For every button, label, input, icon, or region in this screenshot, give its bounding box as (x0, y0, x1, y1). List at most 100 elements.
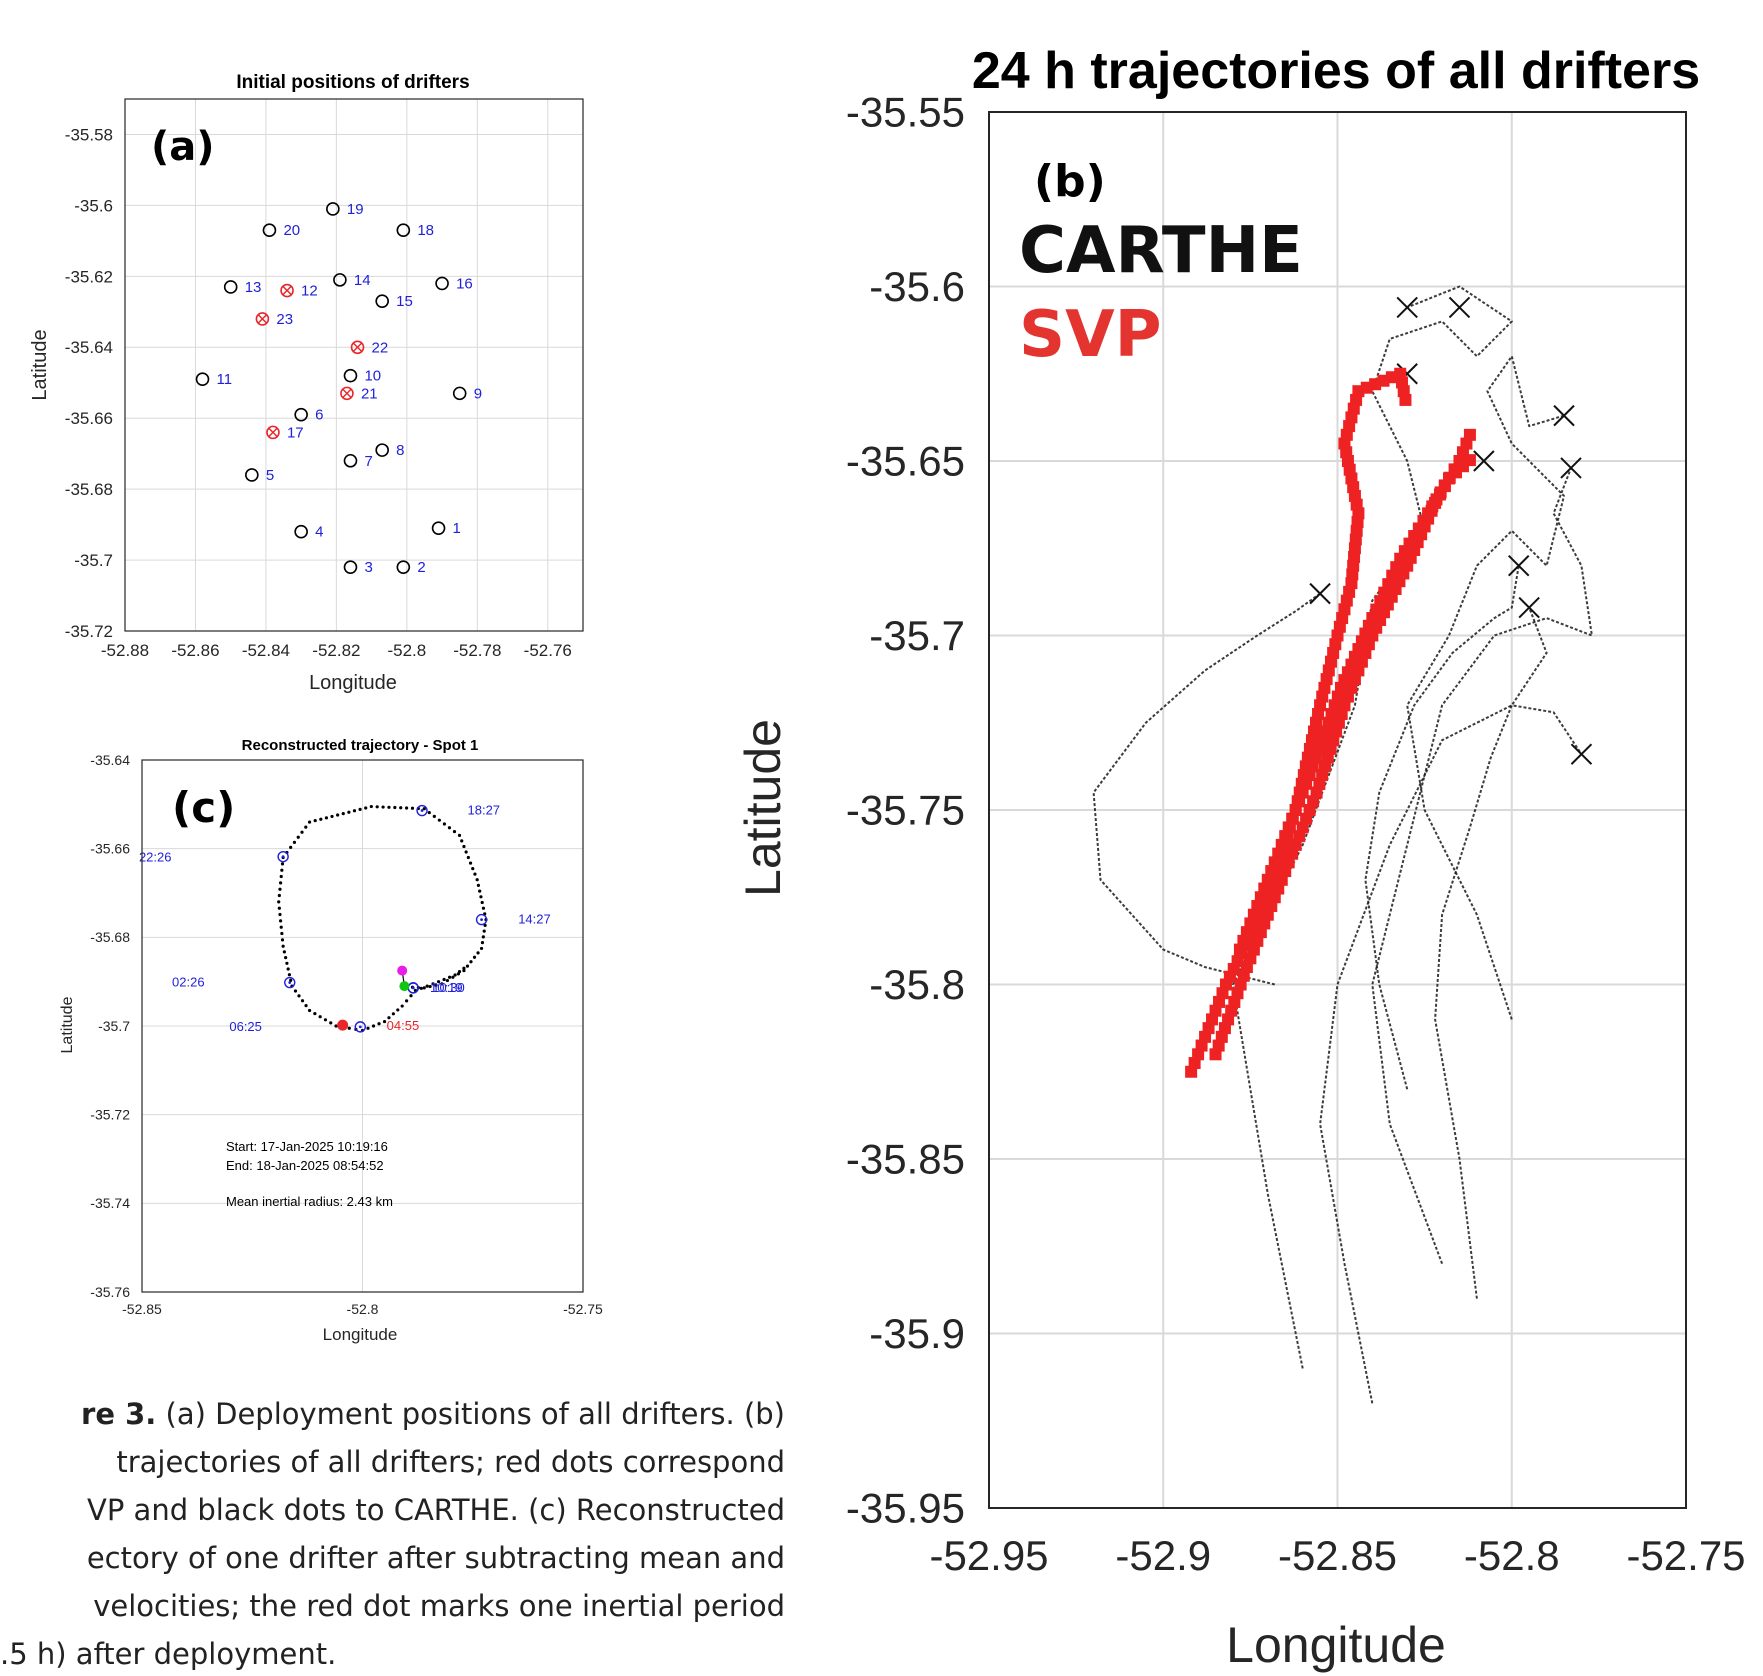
caption-label: re 3. (81, 1397, 157, 1431)
panel-a-point-10: 10 (343, 368, 381, 385)
panel-a-point-18: 18 (396, 222, 434, 239)
panel-b-end-marker (1560, 457, 1582, 479)
panel-c-track-dot (293, 989, 298, 993)
svp-marker (340, 386, 354, 401)
panel-c-time-label: 02:26 (172, 975, 205, 990)
panel-c-track-dot (482, 929, 486, 933)
carthe-marker (333, 273, 347, 287)
panel-a-ytick-label: -35.72 (65, 622, 113, 641)
panel-a-point-label: 3 (364, 559, 372, 576)
panel-a-point-4: 4 (294, 524, 323, 541)
panel-c-ytick-label: -35.76 (90, 1284, 130, 1300)
panel-a-point-label: 21 (361, 385, 378, 402)
panel-a-point-15: 15 (375, 293, 413, 310)
panel-a-xtick-label: -52.84 (242, 641, 290, 660)
panel-a-point-label: 7 (364, 453, 372, 470)
end-marker-stroke (1448, 296, 1471, 319)
panel-c-track-dot (471, 867, 475, 871)
panel-a-ticks: -52.88 -52.86 -52.84 -52.82 -52.8 -52.78 -52.7… (65, 125, 572, 660)
panel-c-time-marker (284, 976, 296, 989)
panel-c-time-marker-center (480, 918, 483, 921)
panel-a-xtick-label: -52.78 (453, 641, 501, 660)
panel-c-track-dot (473, 872, 477, 876)
panel-a-ytick-label: -35.66 (65, 409, 113, 428)
panel-c-track-dot (278, 887, 282, 891)
panel-c-track-dot (284, 956, 288, 960)
panel-a-point-23: 23 (255, 311, 293, 328)
panel-b-carthe-track-3 (1371, 467, 1593, 1265)
panel-c-time-marker-center (358, 1025, 362, 1029)
panel-b-ytick-label: -35.9 (869, 1310, 965, 1357)
panel-c-track-dot (341, 812, 345, 816)
panel-a-point-label: 2 (417, 559, 425, 576)
panel-c-track-dot (277, 900, 281, 904)
panel-a-point-13: 13 (223, 279, 262, 296)
panel-b-axes-box (988, 111, 1687, 1509)
panel-a-point-label: 14 (354, 272, 371, 289)
panel-c-track-dot (440, 982, 444, 986)
panel-a-point-16: 16 (435, 275, 473, 292)
panel-c-track-dot (297, 994, 301, 998)
panel-c-track-dot (431, 982, 435, 986)
caption-line-3: VP and black dots to CARTHE. (c) Reconst… (87, 1493, 785, 1527)
panel-a-point-20: 20 (262, 222, 300, 239)
panel-b-title: 24 h trajectories of all drifters (972, 42, 1700, 100)
panel-c-track-dot (457, 970, 462, 974)
caption-line-6: .5 h) after deployment. (0, 1637, 337, 1670)
panel-c-track-dot (462, 966, 466, 970)
panel-a-xtick-label: -52.88 (101, 641, 149, 660)
carthe-marker (343, 453, 358, 468)
panel-a-point-17: 17 (266, 424, 304, 441)
panel-a-point-label: 11 (217, 371, 233, 388)
panel-a-point-label: 23 (276, 311, 293, 328)
panel-c-time-marker (475, 913, 488, 926)
panel-a-point-label: 15 (396, 293, 413, 310)
carthe-marker (396, 560, 411, 574)
panel-a-point-label: 22 (372, 339, 389, 356)
panel-c-reconstructed-trajectory: Reconstructed trajectory - Spot 1 -52.85… (59, 737, 603, 1344)
panel-a-ytick-label: -35.6 (74, 196, 113, 215)
panel-a-point-label: 10 (364, 368, 381, 385)
panel-c-track-dot (329, 1021, 333, 1025)
panel-c-time-label: 22:26 (139, 850, 172, 865)
panel-a-ylabel: Latitude (29, 329, 51, 400)
panel-c-track-dot (296, 835, 300, 839)
panel-c-time-marker-center (411, 986, 415, 990)
panel-a-point-2: 2 (396, 559, 426, 576)
panel-b-xtick-label: -52.9 (1115, 1532, 1211, 1579)
panel-a-point-7: 7 (343, 453, 373, 470)
panel-c-track-dot (277, 906, 281, 910)
panel-a-title: Initial positions of drifters (236, 72, 469, 93)
panel-c-ytick-label: -35.72 (90, 1107, 130, 1123)
panel-b-end-marker (1473, 450, 1495, 472)
panel-c-track-dot (387, 805, 391, 809)
panel-a-ytick-label: -35.68 (65, 480, 113, 499)
panel-c-track-dot (313, 1011, 317, 1016)
panel-c-track-dot (437, 818, 441, 822)
carthe-marker (431, 521, 446, 535)
panel-b-ytick-label: -35.95 (846, 1485, 965, 1532)
panel-a-point-label: 13 (245, 279, 262, 296)
panel-c-start-point (399, 981, 410, 992)
panel-b-carthe-track-6 (1434, 704, 1583, 1299)
panel-c-track-dot (307, 1008, 312, 1013)
panel-c-ytick-label: -35.68 (90, 929, 130, 945)
panel-c-track-dot (436, 980, 441, 984)
end-marker-stroke (1553, 404, 1575, 427)
panel-c-time-label: 10:30 (432, 980, 465, 995)
panel-c-start-annotation: Start: 17-Jan-2025 10:19:16 (226, 1139, 388, 1154)
caption-text-1: (a) Deployment positions of all drifters… (165, 1397, 786, 1431)
panel-a-point-label: 9 (474, 385, 482, 402)
panel-b-ytick-label: -35.55 (846, 89, 965, 136)
panel-c-track-dot (457, 833, 462, 837)
panel-c-track-dot (468, 861, 473, 865)
carthe-marker (375, 443, 389, 457)
panel-c-end-point (397, 965, 408, 976)
panel-c-track-dot (393, 805, 397, 810)
panel-c-ylabel: Latitude (59, 996, 76, 1053)
panel-c-track-dot (442, 822, 446, 826)
panel-b-carthe-track-7 (1364, 565, 1520, 1090)
panel-c-track-dot (289, 845, 293, 850)
svp-marker-cross (353, 342, 363, 352)
panel-b-carthe-track-5 (1319, 607, 1548, 1404)
